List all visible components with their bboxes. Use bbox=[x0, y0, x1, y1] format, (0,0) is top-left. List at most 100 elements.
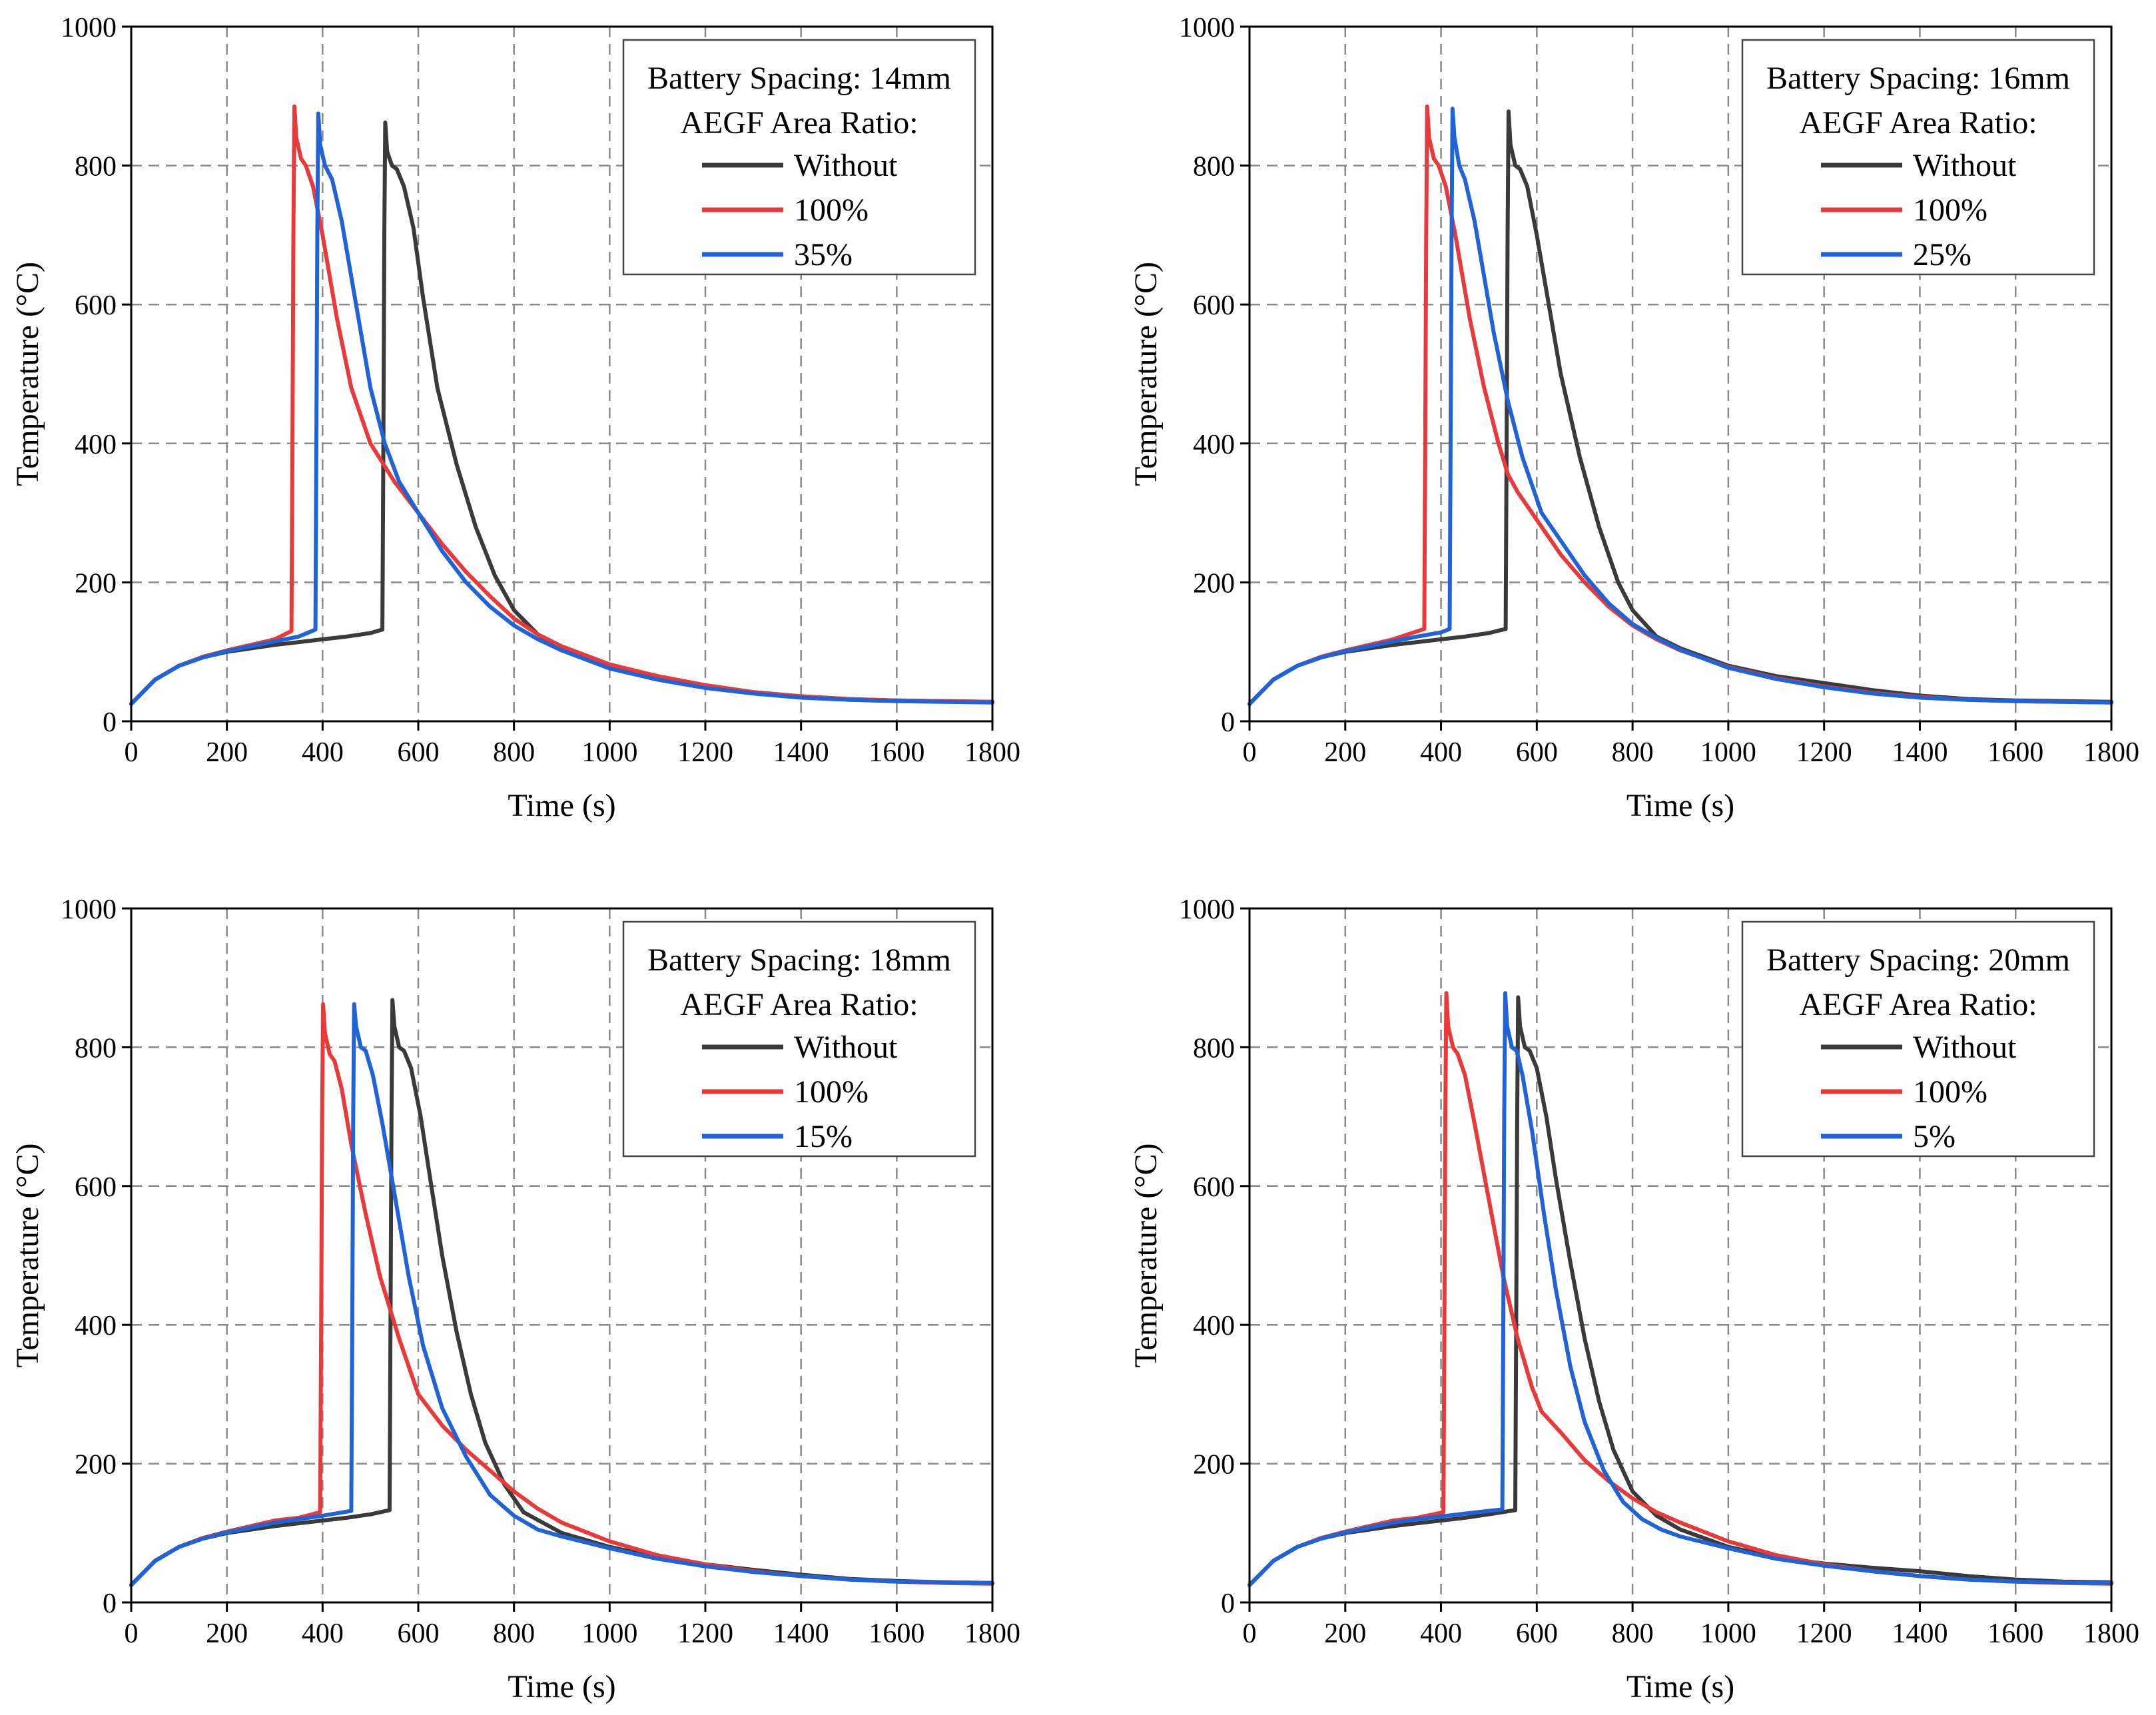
x-tick-label: 400 bbox=[1420, 1618, 1462, 1649]
legend-entry-3: 5% bbox=[1913, 1119, 1956, 1154]
x-tick-label: 1400 bbox=[1892, 737, 1948, 768]
legend-subtitle: AEGF Area Ratio: bbox=[1799, 105, 2037, 141]
y-tick-label: 600 bbox=[1193, 1172, 1235, 1203]
legend-box bbox=[1741, 920, 2095, 1158]
x-tick-label: 1200 bbox=[1796, 737, 1852, 768]
series-line-3 bbox=[1248, 991, 2113, 1587]
legend: Battery Spacing: 20mm AEGF Area Ratio: Wit… bbox=[1741, 920, 2095, 1158]
x-tick-label: 1000 bbox=[581, 737, 637, 768]
legend-box bbox=[622, 920, 976, 1158]
legend-title: Battery Spacing: 18mm bbox=[647, 942, 951, 978]
x-tick-label: 1800 bbox=[964, 737, 1020, 768]
chart-panel-4: 0 200 400 600 800 1000 1200 1400 1600 1800 0 200 400… bbox=[1128, 894, 2139, 1704]
y-tick-label: 1000 bbox=[61, 894, 117, 925]
x-axis-label: Time (s) bbox=[508, 1669, 615, 1704]
legend-entry-1: Without bbox=[794, 1030, 898, 1065]
y-tick-label: 0 bbox=[103, 1588, 117, 1619]
legend: Battery Spacing: 16mm AEGF Area Ratio: Wit… bbox=[1741, 39, 2095, 276]
x-tick-label: 1400 bbox=[1892, 1618, 1948, 1649]
x-tick-label: 1400 bbox=[773, 1618, 829, 1649]
legend-entry-3: 15% bbox=[794, 1119, 853, 1154]
x-tick-label: 1800 bbox=[2083, 1618, 2139, 1649]
x-tick-label: 800 bbox=[493, 737, 535, 768]
x-tick-label: 200 bbox=[206, 1618, 248, 1649]
legend-entry-3: 25% bbox=[1913, 237, 1972, 272]
x-tick-label: 1400 bbox=[773, 737, 829, 768]
legend-entry-1: Without bbox=[794, 148, 898, 183]
y-tick-label: 800 bbox=[75, 1033, 117, 1064]
x-tick-label: 600 bbox=[398, 737, 440, 768]
legend-subtitle: AEGF Area Ratio: bbox=[1799, 987, 2037, 1022]
x-tick-label: 400 bbox=[1420, 737, 1462, 768]
x-tick-label: 600 bbox=[1516, 737, 1558, 768]
legend-subtitle: AEGF Area Ratio: bbox=[680, 105, 918, 141]
y-tick-label: 400 bbox=[1193, 430, 1235, 460]
y-tick-label: 200 bbox=[75, 568, 117, 599]
series-line-3 bbox=[129, 1002, 994, 1587]
x-tick-label: 400 bbox=[302, 1618, 344, 1649]
x-tick-label: 800 bbox=[493, 1618, 535, 1649]
legend: Battery Spacing: 14mm AEGF Area Ratio: Wit… bbox=[622, 39, 976, 276]
y-tick-label: 1000 bbox=[1179, 894, 1235, 925]
x-tick-label: 200 bbox=[1324, 737, 1366, 768]
y-tick-label: 0 bbox=[103, 707, 117, 738]
legend-subtitle: AEGF Area Ratio: bbox=[680, 987, 918, 1022]
legend-title: Battery Spacing: 20mm bbox=[1766, 942, 2070, 978]
x-tick-label: 0 bbox=[1243, 1618, 1257, 1649]
series-line-1 bbox=[1248, 109, 2113, 706]
y-tick-label: 400 bbox=[1193, 1311, 1235, 1341]
x-tick-label: 1000 bbox=[1700, 1618, 1756, 1649]
x-tick-label: 200 bbox=[1324, 1618, 1366, 1649]
x-axis-label: Time (s) bbox=[1626, 788, 1734, 823]
x-tick-label: 400 bbox=[302, 737, 344, 768]
x-tick-label: 800 bbox=[1612, 1618, 1654, 1649]
x-tick-label: 200 bbox=[206, 737, 248, 768]
legend-entry-2: 100% bbox=[794, 1074, 869, 1110]
x-tick-label: 1000 bbox=[581, 1618, 637, 1649]
x-tick-label: 800 bbox=[1612, 737, 1654, 768]
y-tick-label: 400 bbox=[75, 430, 117, 460]
y-tick-label: 200 bbox=[75, 1450, 117, 1481]
legend-entry-2: 100% bbox=[1913, 192, 1987, 228]
x-tick-label: 1800 bbox=[964, 1618, 1020, 1649]
legend-title: Battery Spacing: 16mm bbox=[1766, 61, 2070, 96]
y-tick-label: 800 bbox=[1193, 1033, 1235, 1064]
x-tick-label: 1800 bbox=[2083, 737, 2139, 768]
y-tick-label: 1000 bbox=[61, 13, 117, 43]
y-tick-label: 600 bbox=[75, 290, 117, 321]
y-tick-label: 1000 bbox=[1179, 13, 1235, 43]
series-line-3 bbox=[129, 111, 994, 706]
plot-frame bbox=[1248, 907, 2113, 1604]
x-tick-label: 1600 bbox=[869, 737, 924, 768]
chart-panel-2: 0 200 400 600 800 1000 1200 1400 1600 1800 0 200 400… bbox=[1128, 13, 2139, 823]
x-axis-label: Time (s) bbox=[508, 788, 615, 823]
x-tick-label: 1000 bbox=[1700, 737, 1756, 768]
legend-entry-1: Without bbox=[1913, 148, 2017, 183]
legend-entry-2: 100% bbox=[794, 192, 869, 228]
x-tick-label: 0 bbox=[125, 737, 139, 768]
x-tick-label: 1200 bbox=[677, 737, 733, 768]
x-tick-label: 1600 bbox=[869, 1618, 924, 1649]
x-tick-label: 1200 bbox=[677, 1618, 733, 1649]
y-tick-label: 600 bbox=[75, 1172, 117, 1203]
y-tick-label: 0 bbox=[1221, 707, 1235, 738]
plot-frame bbox=[1248, 25, 2113, 723]
legend-box bbox=[622, 39, 976, 276]
y-axis-label: Temperature (°C) bbox=[10, 1143, 45, 1367]
y-axis-label: Temperature (°C) bbox=[10, 262, 45, 486]
x-tick-label: 1600 bbox=[1987, 1618, 2043, 1649]
series-line-3 bbox=[1248, 107, 2113, 706]
y-tick-label: 400 bbox=[75, 1311, 117, 1341]
y-axis-label: Temperature (°C) bbox=[1128, 262, 1164, 486]
y-tick-label: 600 bbox=[1193, 290, 1235, 321]
chart-panel-1: 0 200 400 600 800 1000 1200 1400 1600 1800 0 200 400… bbox=[10, 13, 1020, 823]
y-tick-label: 0 bbox=[1221, 1588, 1235, 1619]
legend-entry-2: 100% bbox=[1913, 1074, 1987, 1110]
plot-frame bbox=[130, 25, 994, 723]
x-tick-label: 1200 bbox=[1796, 1618, 1852, 1649]
y-tick-label: 200 bbox=[1193, 568, 1235, 599]
legend-box bbox=[1741, 39, 2095, 276]
x-tick-label: 0 bbox=[125, 1618, 139, 1649]
x-tick-label: 0 bbox=[1243, 737, 1257, 768]
